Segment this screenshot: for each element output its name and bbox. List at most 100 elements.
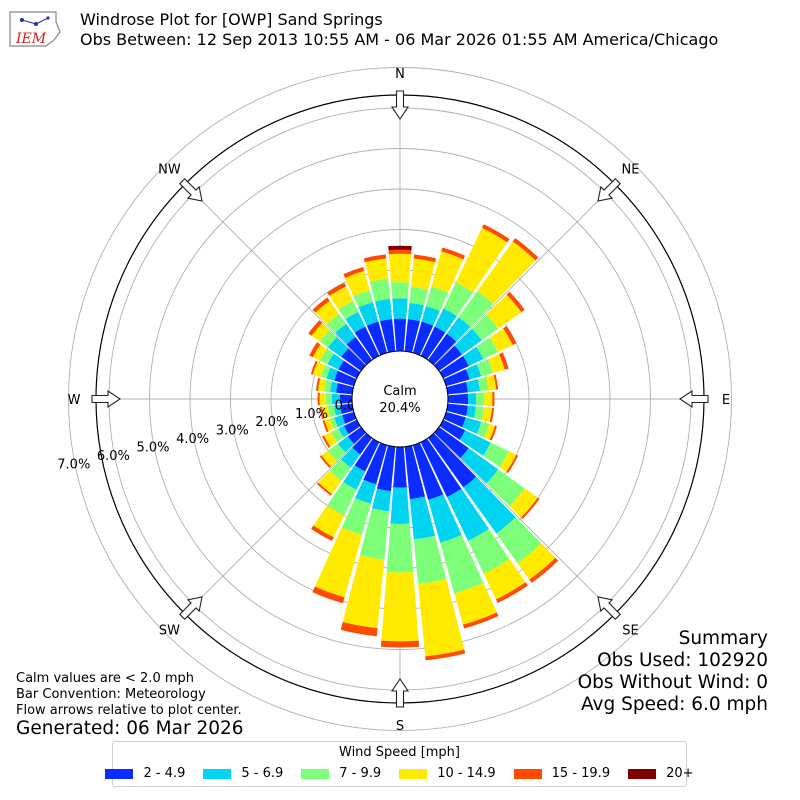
bar-350deg-bin-3 (364, 258, 389, 282)
bar-0deg-bin-5 (388, 245, 412, 251)
bar-340deg-bin-0 (366, 321, 388, 356)
bar-210deg-bin-3 (313, 505, 345, 538)
bar-100deg-bin-1 (466, 405, 476, 418)
bar-30deg-bin-3 (455, 227, 508, 293)
bar-20deg-bin-3 (431, 251, 464, 293)
bar-160deg-bin-0 (412, 442, 444, 500)
bar-280deg-bin-1 (330, 381, 338, 393)
bar-120deg-bin-1 (459, 430, 491, 456)
bar-340deg-bin-3 (345, 270, 370, 297)
bar-250deg-bin-0 (342, 411, 357, 424)
bar-190deg-bin-0 (376, 445, 396, 492)
direction-label-n: N (395, 67, 405, 82)
bar-180deg-bin-4 (380, 640, 420, 648)
bar-0deg-bin-0 (393, 318, 407, 352)
direction-label-nw: NW (158, 162, 181, 177)
bar-20deg-bin-0 (412, 321, 434, 356)
bar-0deg-bin-1 (392, 298, 408, 319)
bar-0deg-bin-4 (388, 249, 412, 255)
bar-270deg-bin-2 (325, 393, 332, 405)
bar-10deg-bin-3 (411, 258, 436, 290)
bar-10deg-bin-2 (409, 286, 429, 306)
bar-160deg-bin-3 (454, 582, 497, 625)
bar-110deg-bin-3 (484, 423, 495, 440)
direction-label-w: W (68, 393, 81, 408)
bar-240deg-bin-3 (323, 431, 338, 447)
bar-130deg-bin-0 (434, 426, 469, 459)
bar-240deg-bin-4 (322, 435, 331, 448)
legend-item-1: 5 - 6.9 (203, 766, 283, 781)
bar-330deg-bin-2 (338, 300, 359, 320)
bar-290deg-bin-0 (334, 370, 357, 387)
bar-110deg-bin-0 (443, 411, 466, 428)
bar-220deg-bin-3 (318, 470, 342, 495)
legend-label: 10 - 14.9 (437, 766, 496, 781)
notes-panel: Calm values are < 2.0 mph Bar Convention… (16, 671, 242, 719)
bar-310deg-bin-0 (341, 348, 366, 372)
bar-200deg-bin-3 (314, 527, 363, 598)
bar-270deg-bin-1 (331, 393, 341, 405)
bar-160deg-bin-1 (428, 494, 462, 543)
bar-300deg-bin-2 (320, 349, 334, 365)
radial-tick-label-7: 7.0% (57, 457, 90, 472)
bar-330deg-bin-1 (345, 311, 366, 333)
flow-arrow-ne-icon (597, 177, 622, 202)
legend-swatch (399, 768, 428, 779)
bar-250deg-bin-4 (322, 420, 329, 433)
bar-50deg-bin-4 (506, 291, 525, 313)
bar-60deg-bin-2 (476, 337, 499, 360)
bar-340deg-bin-4 (343, 266, 365, 278)
bar-10deg-bin-1 (407, 302, 425, 322)
bar-330deg-bin-0 (354, 326, 380, 360)
calm-circle (351, 350, 449, 448)
bar-80deg-bin-4 (493, 374, 499, 390)
flow-arrow-se-icon (597, 596, 622, 621)
direction-label-sw: SW (159, 624, 180, 639)
bar-220deg-bin-1 (340, 447, 361, 468)
bar-170deg-bin-4 (425, 649, 466, 661)
legend-item-0: 2 - 4.9 (105, 766, 185, 781)
bar-130deg-bin-2 (486, 469, 525, 507)
bar-150deg-bin-1 (446, 488, 489, 541)
bar-170deg-bin-0 (404, 445, 426, 500)
bar-330deg-bin-4 (327, 282, 347, 296)
legend-swatch (628, 768, 657, 779)
bar-190deg-bin-3 (342, 555, 385, 629)
bar-330deg-bin-3 (329, 286, 354, 310)
bar-250deg-bin-2 (330, 417, 338, 429)
bar-120deg-bin-3 (499, 451, 517, 472)
summary-panel: Summary Obs Used: 102920 Obs Without Win… (578, 628, 768, 716)
radial-tick-label-2: 2.0% (255, 415, 288, 430)
legend-label: 2 - 4.9 (143, 766, 186, 781)
flow-arrow-e-icon (679, 389, 709, 409)
bar-230deg-bin-1 (337, 436, 355, 453)
calm-label: Calm (383, 384, 416, 399)
bar-260deg-bin-2 (328, 405, 336, 417)
bar-350deg-bin-0 (380, 318, 396, 353)
bar-280deg-bin-2 (324, 380, 332, 393)
bar-80deg-bin-3 (485, 374, 497, 391)
bar-100deg-bin-0 (446, 403, 468, 416)
bar-110deg-bin-4 (489, 425, 497, 441)
bar-320deg-bin-2 (326, 313, 347, 333)
bar-230deg-bin-0 (347, 426, 366, 444)
bar-90deg-bin-4 (492, 391, 495, 407)
bar-90deg-bin-1 (468, 393, 477, 405)
iem-logo: IEM (9, 11, 61, 47)
bar-130deg-bin-3 (509, 488, 538, 518)
bar-50deg-bin-3 (486, 294, 522, 329)
bar-50deg-bin-0 (434, 345, 463, 372)
bar-210deg-bin-4 (311, 525, 334, 541)
bar-230deg-bin-2 (328, 443, 346, 461)
legend-item-5: 20+ (628, 766, 694, 781)
bar-350deg-bin-4 (363, 254, 387, 263)
bar-150deg-bin-3 (483, 558, 526, 600)
grid-spoke-nw (184, 183, 367, 366)
bar-130deg-bin-4 (521, 497, 540, 520)
chart-title-line1: Windrose Plot for [OWP] Sand Springs (80, 10, 383, 29)
bar-200deg-bin-0 (363, 442, 388, 485)
bar-120deg-bin-4 (506, 454, 519, 474)
bar-210deg-bin-0 (354, 438, 380, 472)
bar-200deg-bin-2 (341, 498, 371, 535)
bar-290deg-bin-4 (310, 360, 318, 375)
